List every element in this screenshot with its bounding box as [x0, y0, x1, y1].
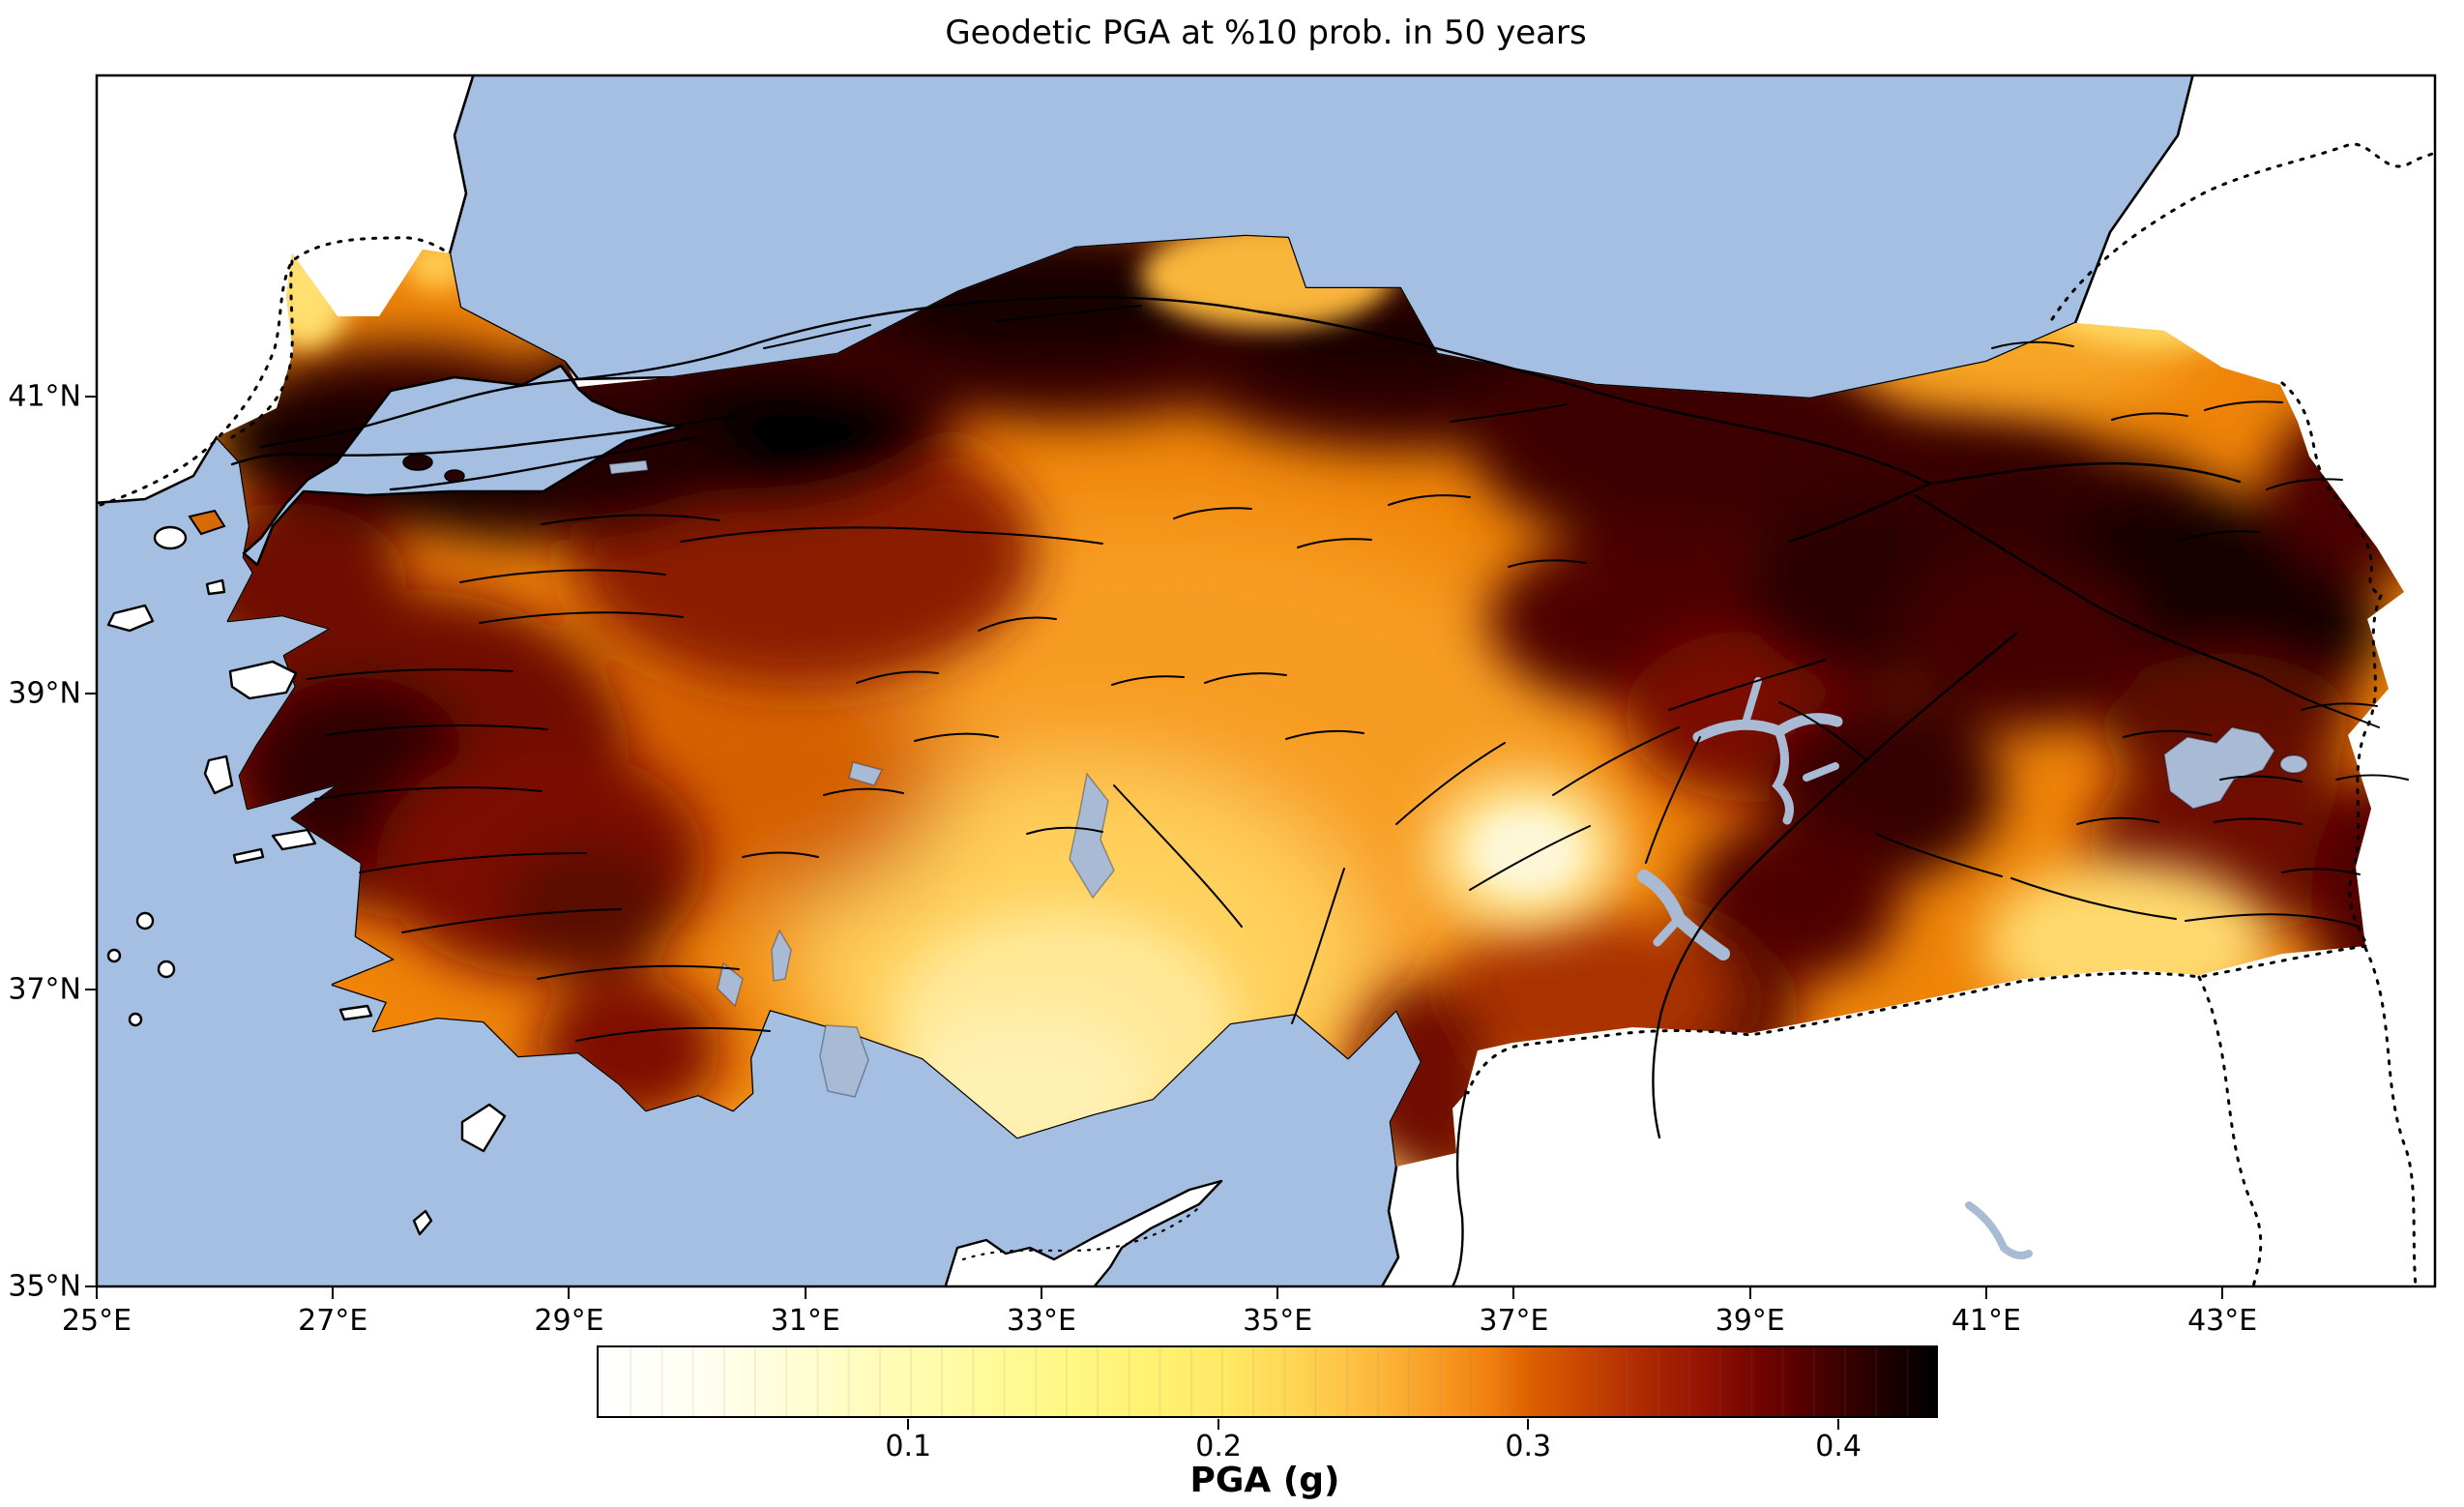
x-tick-mark [1984, 1287, 1987, 1299]
x-tick-mark [804, 1287, 807, 1299]
x-tick-label: 29°E [534, 1304, 604, 1338]
x-tick-label: 43°E [2187, 1304, 2258, 1338]
y-tick-mark [85, 396, 97, 399]
marmara-sea [242, 364, 683, 567]
colorbar-tick-mark [1837, 1419, 1840, 1430]
x-tick-mark [568, 1287, 571, 1299]
x-tick-mark [96, 1287, 98, 1299]
gokceada-island [188, 509, 226, 536]
fault-lines [230, 296, 2409, 1286]
greek-islands [106, 525, 507, 1236]
y-tick-mark [85, 692, 97, 694]
x-tick-mark [1512, 1287, 1515, 1299]
colorbar-tick-label: 0.4 [1815, 1430, 1862, 1463]
x-tick-mark [1276, 1287, 1279, 1299]
colorbar-tick-label: 0.1 [885, 1430, 932, 1463]
x-tick-label: 39°E [1715, 1304, 1785, 1338]
y-tick-mark [85, 989, 97, 991]
marmara-island [402, 454, 433, 471]
x-tick-mark [1748, 1287, 1751, 1299]
x-tick-label: 25°E [61, 1304, 132, 1338]
x-tick-label: 31°E [770, 1304, 840, 1338]
axes-frame [95, 74, 2437, 1288]
x-tick-label: 35°E [1243, 1304, 1313, 1338]
cyprus [944, 1179, 1223, 1286]
colorbar-tick-label: 0.3 [1505, 1430, 1552, 1463]
x-tick-label: 33°E [1006, 1304, 1077, 1338]
figure-title: Geodetic PGA at %10 prob. in 50 years [945, 14, 1587, 52]
colorbar-tick-mark [907, 1419, 910, 1430]
reservoir-lakes [1637, 677, 2033, 1259]
x-tick-label: 27°E [298, 1304, 368, 1338]
national-borders-dotted [99, 142, 2435, 1286]
y-tick-label: 35°N [8, 1269, 81, 1304]
x-tick-mark [1040, 1287, 1042, 1299]
x-tick-mark [332, 1287, 335, 1299]
colorbar-tick-mark [1527, 1419, 1530, 1430]
colorbar-title: PGA (g) [1189, 1461, 1340, 1500]
colorbar [597, 1345, 1938, 1418]
lakes [608, 459, 2308, 1098]
colorbar-tick-label: 0.2 [1195, 1430, 1242, 1463]
y-tick-label: 37°N [8, 972, 81, 1007]
y-tick-label: 41°N [8, 379, 81, 414]
colorbar-tick-mark [1217, 1419, 1220, 1430]
x-tick-label: 41°E [1951, 1304, 2021, 1338]
x-tick-mark [2221, 1287, 2224, 1299]
y-tick-mark [85, 1285, 97, 1287]
y-tick-label: 39°N [8, 676, 81, 711]
x-tick-label: 37°E [1479, 1304, 1549, 1338]
